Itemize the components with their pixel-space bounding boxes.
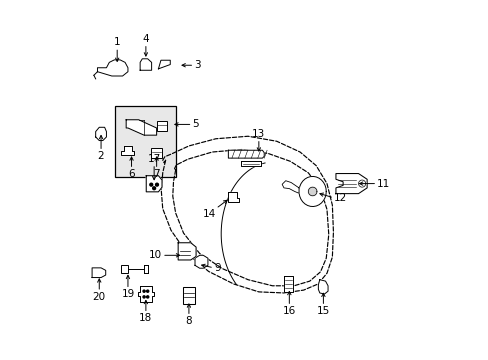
Polygon shape	[195, 255, 207, 268]
Text: 5: 5	[192, 120, 199, 129]
Polygon shape	[97, 60, 128, 76]
Polygon shape	[282, 181, 298, 193]
Text: 14: 14	[202, 209, 215, 219]
Text: 6: 6	[128, 169, 135, 179]
Bar	[151, 148, 162, 158]
Text: 1: 1	[114, 37, 120, 47]
Circle shape	[149, 183, 152, 186]
Polygon shape	[228, 150, 264, 158]
Polygon shape	[284, 276, 292, 292]
Text: 18: 18	[139, 314, 152, 323]
Text: 3: 3	[194, 60, 201, 70]
Polygon shape	[227, 192, 239, 202]
Text: 17: 17	[147, 154, 161, 164]
Polygon shape	[126, 120, 156, 135]
Text: 15: 15	[316, 306, 329, 316]
Text: 2: 2	[98, 151, 104, 161]
Text: 4: 4	[142, 34, 149, 44]
Polygon shape	[358, 180, 365, 187]
Text: 7: 7	[153, 169, 160, 179]
Polygon shape	[158, 60, 170, 69]
Polygon shape	[146, 176, 162, 192]
Circle shape	[142, 290, 145, 292]
Polygon shape	[138, 286, 153, 302]
Text: 20: 20	[93, 292, 105, 302]
Polygon shape	[92, 268, 105, 278]
Polygon shape	[318, 280, 327, 294]
Circle shape	[155, 183, 158, 186]
Text: 13: 13	[252, 129, 265, 139]
Bar	[121, 265, 128, 273]
Text: 12: 12	[333, 193, 346, 203]
FancyBboxPatch shape	[115, 107, 176, 177]
Text: 11: 11	[376, 179, 389, 189]
Text: 10: 10	[148, 250, 162, 260]
Polygon shape	[178, 243, 196, 260]
Polygon shape	[308, 187, 316, 196]
Circle shape	[142, 296, 145, 298]
Circle shape	[146, 296, 148, 298]
Polygon shape	[96, 127, 106, 140]
Circle shape	[146, 290, 148, 292]
Text: 8: 8	[185, 316, 192, 326]
Bar	[183, 287, 194, 304]
Polygon shape	[299, 176, 325, 207]
Polygon shape	[121, 146, 134, 155]
Polygon shape	[335, 174, 366, 194]
Bar	[156, 121, 167, 131]
Polygon shape	[140, 59, 151, 70]
Text: 9: 9	[214, 263, 220, 273]
Text: 16: 16	[282, 306, 295, 316]
Circle shape	[152, 187, 155, 190]
Text: 19: 19	[121, 289, 134, 300]
Polygon shape	[241, 161, 260, 166]
